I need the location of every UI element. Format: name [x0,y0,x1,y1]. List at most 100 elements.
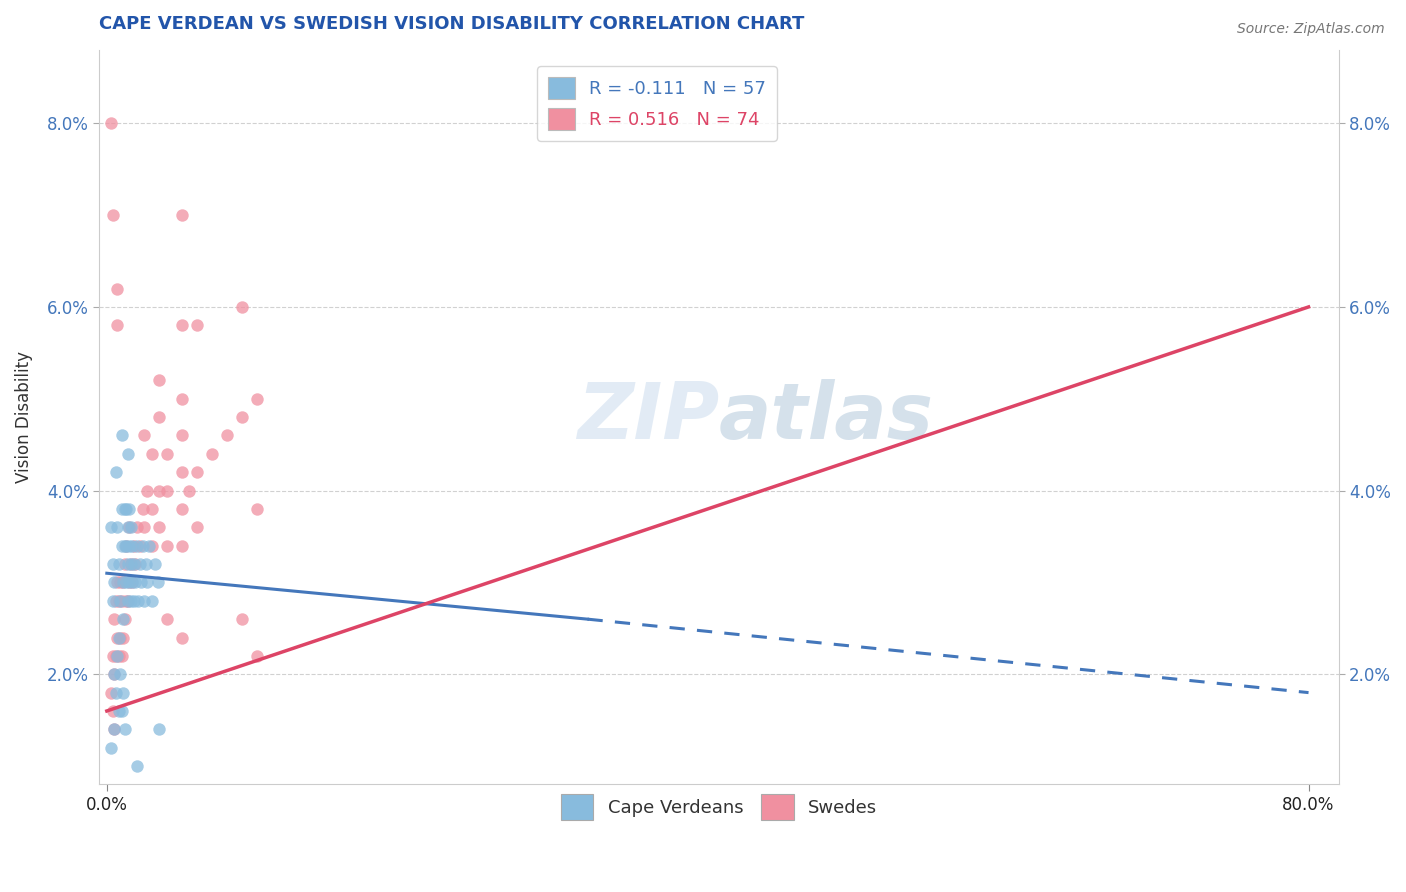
Point [103,612,125,626]
Point [143,557,166,571]
Point [117,557,139,571]
Point [112,685,135,699]
Point [114,612,136,626]
Point [122,594,145,608]
Point [118,539,141,553]
Point [110,667,132,681]
Point [156,539,179,553]
Y-axis label: Vision Disability: Vision Disability [15,351,32,483]
Point [132,539,155,553]
Point [170,392,193,406]
Point [141,502,163,516]
Point [103,723,125,737]
Point [101,648,124,663]
Point [112,631,135,645]
Point [101,208,124,222]
Point [100,116,122,130]
Point [111,539,134,553]
Point [117,594,139,608]
Point [186,465,208,479]
Point [141,447,163,461]
Point [112,612,135,626]
Point [170,208,193,222]
Text: atlas: atlas [718,379,934,455]
Point [112,575,135,590]
Point [135,557,157,571]
Point [118,575,141,590]
Point [148,410,170,425]
Point [156,612,179,626]
Point [101,594,124,608]
Point [115,575,138,590]
Point [104,594,127,608]
Point [170,631,193,645]
Point [128,539,150,553]
Point [118,520,141,534]
Point [124,575,146,590]
Point [103,575,125,590]
Point [115,539,138,553]
Point [148,483,170,498]
Point [124,557,146,571]
Point [104,465,127,479]
Point [141,539,163,553]
Point [231,612,253,626]
Point [120,557,142,571]
Point [105,520,128,534]
Point [108,648,131,663]
Point [105,575,128,590]
Point [114,557,136,571]
Point [134,594,156,608]
Point [231,300,253,314]
Point [117,520,139,534]
Point [108,631,131,645]
Point [118,502,141,516]
Point [101,557,124,571]
Point [105,282,128,296]
Point [120,594,142,608]
Point [100,520,122,534]
Point [121,575,143,590]
Point [170,318,193,333]
Point [170,502,193,516]
Point [100,740,122,755]
Point [132,502,155,516]
Point [118,575,141,590]
Point [101,704,124,718]
Point [103,723,125,737]
Point [125,539,148,553]
Point [138,539,160,553]
Point [246,392,269,406]
Point [110,594,132,608]
Point [121,539,143,553]
Point [186,520,208,534]
Point [134,520,156,534]
Point [156,483,179,498]
Point [170,539,193,553]
Point [215,428,238,442]
Point [148,520,170,534]
Text: ZIP: ZIP [576,379,718,455]
Point [134,428,156,442]
Point [186,318,208,333]
Point [114,723,136,737]
Point [111,648,134,663]
Point [120,557,142,571]
Text: CAPE VERDEAN VS SWEDISH VISION DISABILITY CORRELATION CHART: CAPE VERDEAN VS SWEDISH VISION DISABILIT… [100,15,804,33]
Point [110,631,132,645]
Point [114,502,136,516]
Point [120,520,142,534]
Point [127,594,149,608]
Point [148,373,170,387]
Point [105,648,128,663]
Legend: Cape Verdeans, Swedes: Cape Verdeans, Swedes [554,787,884,827]
Point [122,539,145,553]
Text: Source: ZipAtlas.com: Source: ZipAtlas.com [1237,22,1385,37]
Point [122,557,145,571]
Point [156,447,179,461]
Point [131,575,153,590]
Point [115,539,138,553]
Point [110,575,132,590]
Point [111,704,134,718]
Point [103,667,125,681]
